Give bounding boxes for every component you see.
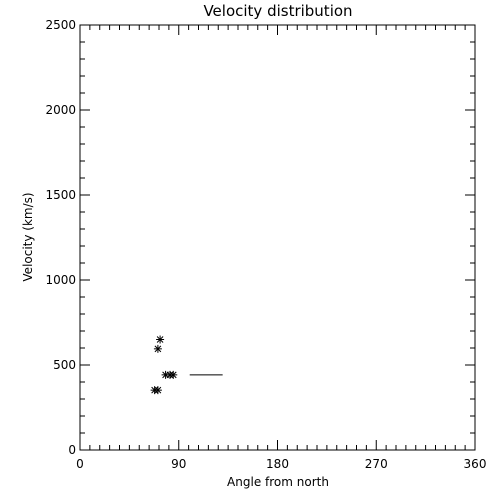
y-tick-label: 1500 [45,188,76,202]
x-axis-label: Angle from north [227,475,329,489]
y-tick-label: 2000 [45,103,76,117]
chart-title: Velocity distribution [203,2,352,20]
axis-tick-labels: 0 90 180 270 360 0 500 1000 1500 2000 2500 [45,18,486,471]
y-tick-label: 0 [68,443,76,457]
data-marks [150,335,223,395]
y-axis-label: Velocity (km/s) [21,192,35,281]
x-tick-label: 360 [464,457,487,471]
x-tick-label: 180 [266,457,289,471]
axis-ticks [79,24,476,451]
y-tick-label: 1000 [45,273,76,287]
data-point [153,344,162,353]
data-point [153,386,162,395]
data-point [156,335,165,344]
y-tick-label: 500 [53,358,76,372]
x-tick-label: 0 [76,457,84,471]
plot-frame [79,24,476,451]
x-tick-label: 270 [365,457,388,471]
y-tick-label: 2500 [45,18,76,32]
x-tick-label: 90 [171,457,186,471]
data-point [169,370,178,379]
